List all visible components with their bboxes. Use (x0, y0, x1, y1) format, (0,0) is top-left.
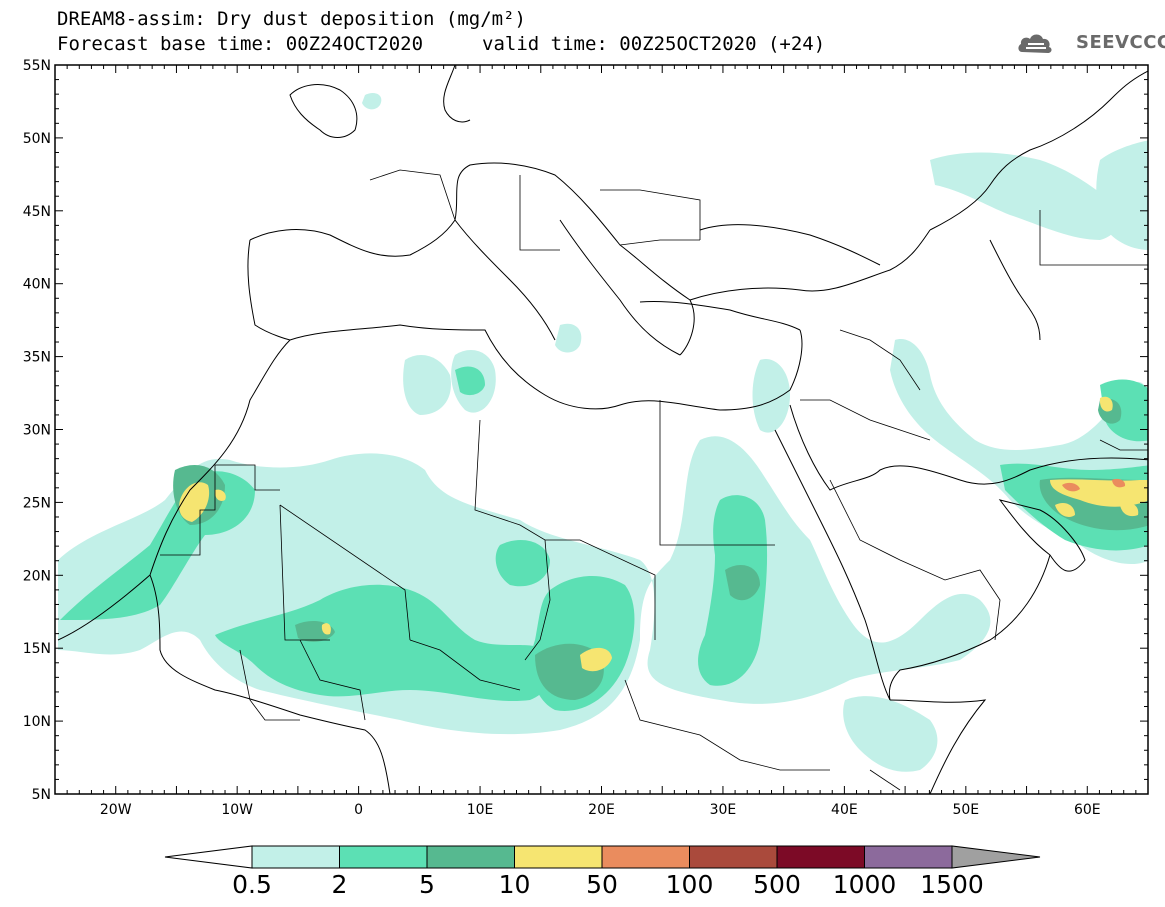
forecast-base-time: Forecast base time: 00Z24OCT2020 (57, 33, 424, 55)
colorbar-segment (776, 845, 865, 869)
lon-label: 30E (710, 802, 737, 818)
colorbar-label: 1000 (832, 870, 897, 899)
valid-time: valid time: 00Z25OCT2020 (+24) (482, 33, 826, 55)
logo-text: SEEVCCC (1076, 32, 1165, 53)
lon-label: 20W (100, 802, 132, 818)
colorbar (164, 845, 1041, 869)
latitude-labels: 55N 50N 45N 40N 35N 30N 25N 20N 15N 10N 5N (23, 58, 51, 803)
dust-field (58, 93, 1148, 772)
lon-label: 60E (1074, 802, 1101, 818)
lat-label: 25N (23, 495, 51, 511)
colorbar-segment (339, 845, 428, 869)
lon-label: 0 (354, 802, 363, 818)
lat-label: 45N (23, 204, 51, 220)
lat-label: 40N (23, 277, 51, 293)
lat-label: 15N (23, 641, 51, 657)
dust-level-orange (1062, 478, 1126, 492)
lat-label: 20N (23, 568, 51, 584)
axis-ticks (54, 64, 1149, 795)
lat-label: 5N (32, 787, 51, 803)
colorbar-label: 0.5 (232, 870, 272, 899)
lon-label: 20E (588, 802, 615, 818)
lat-label: 10N (23, 714, 51, 730)
colorbar-label: 500 (753, 870, 801, 899)
lat-label: 55N (23, 58, 51, 74)
colorbar-segment (601, 845, 690, 869)
colorbar-label: 10 (498, 870, 531, 899)
colorbar-label: 50 (586, 870, 618, 899)
colorbar-label: 100 (665, 870, 714, 899)
colorbar-segment (426, 845, 515, 869)
map-title: DREAM8-assim: Dry dust deposition (mg/m²… (57, 8, 526, 30)
cloud-logo-icon (1018, 34, 1052, 53)
colorbar-under-arrow (164, 845, 253, 869)
lat-label: 35N (23, 350, 51, 366)
colorbar-over-arrow (951, 845, 1041, 869)
lat-label: 30N (23, 423, 51, 439)
coastlines (57, 65, 1148, 794)
colorbar-segment (251, 845, 340, 869)
lon-label: 50E (952, 802, 979, 818)
colorbar-segment (514, 845, 603, 869)
longitude-labels: 20W 10W 0 10E 20E 30E 40E 50E 60E (100, 802, 1101, 818)
colorbar-segment (864, 845, 953, 869)
lon-label: 10W (221, 802, 253, 818)
lon-label: 10E (467, 802, 494, 818)
colorbar-label: 1500 (920, 870, 984, 899)
lat-label: 50N (23, 131, 51, 147)
country-borders (160, 169, 1148, 791)
colorbar-label: 2 (331, 870, 348, 899)
colorbar-segment (689, 845, 778, 869)
lon-label: 40E (831, 802, 858, 818)
colorbar-label: 5 (419, 870, 435, 899)
